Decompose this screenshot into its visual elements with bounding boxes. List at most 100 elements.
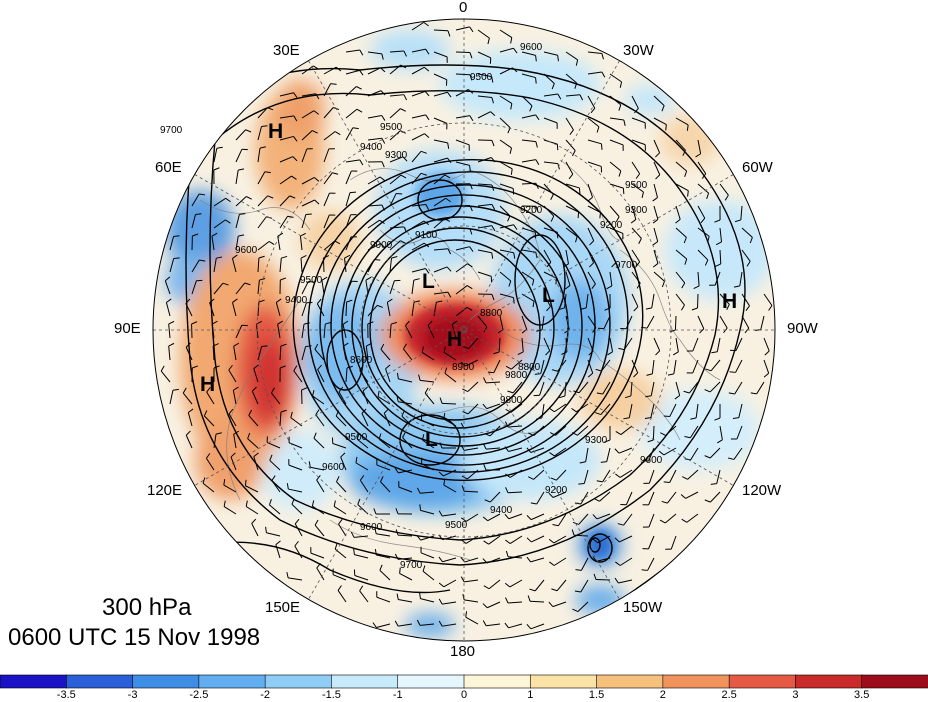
wind-barb [631, 139, 646, 146]
wind-barb [565, 51, 578, 61]
wind-barb [648, 469, 655, 484]
wind-barb-flag [592, 538, 599, 544]
wind-barb [565, 205, 579, 213]
wind-barb-flag [604, 307, 611, 311]
wind-barb-flag [615, 216, 620, 223]
wind-barb [379, 569, 391, 581]
wind-barb [367, 259, 375, 273]
wind-barb-flag [381, 138, 386, 144]
wind-barb [741, 227, 753, 238]
wind-barb-flag [460, 444, 465, 451]
wind-barb-flag [546, 261, 552, 268]
wind-barb-flag [549, 432, 556, 436]
wind-barb [314, 349, 325, 361]
wind-barb [266, 441, 281, 449]
wind-barb [477, 271, 492, 277]
wind-barb [257, 241, 270, 251]
wind-barb-flag [387, 298, 393, 303]
wind-barb-flag [674, 395, 680, 400]
wind-barb [631, 95, 639, 109]
wind-barb [168, 324, 171, 339]
wind-barb-flag [633, 372, 639, 378]
wind-barb-flag [557, 93, 562, 100]
wind-barb-flag [684, 258, 688, 265]
wind-barb-flag [600, 143, 603, 150]
wind-barb [552, 601, 567, 608]
wind-barb [235, 170, 239, 185]
wind-barb-flag [672, 351, 679, 356]
wind-barb [653, 161, 661, 175]
colorbar-swatch [331, 674, 399, 689]
wind-barb-flag [504, 513, 510, 520]
wind-barb-flag [593, 498, 600, 502]
wind-barb-flag [374, 259, 381, 261]
wind-barb-flag [332, 172, 339, 175]
wind-barb-flag [535, 183, 539, 189]
wind-barb [235, 236, 239, 251]
wind-barb-flag [596, 480, 603, 483]
wind-barb-flag [447, 157, 452, 164]
wind-barb-flag [595, 412, 601, 416]
wind-barb [689, 425, 699, 438]
wind-barb [464, 557, 479, 563]
wind-barb-flag [215, 432, 222, 435]
colorbar-swatch [795, 674, 863, 689]
wind-barb [606, 447, 611, 462]
wind-barb-flag [532, 301, 535, 308]
wind-barb [433, 157, 448, 163]
wind-barb [499, 29, 513, 38]
colorbar-swatch [662, 674, 730, 689]
wind-barb [168, 346, 171, 361]
wind-barb [420, 535, 435, 541]
wind-barb [232, 302, 237, 317]
wind-barb-flag [690, 417, 697, 420]
wind-barb [709, 381, 721, 393]
wind-barb [646, 315, 655, 329]
wind-barb-flag [381, 161, 385, 168]
contour-label: 9800 [505, 370, 528, 381]
colorbar-tick-label: -2.5 [189, 689, 209, 701]
wind-barb [554, 403, 567, 413]
wind-barb-flag [513, 47, 518, 54]
wind-barb-flag [680, 304, 685, 311]
colorbar-tick-label: -3.5 [56, 689, 76, 701]
wind-barb [403, 348, 413, 361]
wind-barb-flag [356, 108, 363, 113]
wind-barb [398, 599, 413, 603]
wind-barb [675, 183, 689, 192]
wind-barb [719, 315, 728, 329]
wind-barb-flag [233, 386, 239, 391]
wind-barb-flag [247, 432, 251, 439]
wind-barb [380, 349, 391, 361]
wind-barb-flag [490, 111, 496, 117]
wind-barb-flag [206, 386, 211, 393]
wind-barb [191, 259, 200, 273]
contour-label: 9400 [360, 142, 383, 153]
wind-barb [486, 447, 501, 450]
wind-barb-flag [421, 434, 425, 441]
wind-barb-flag [482, 443, 487, 450]
wind-barb [323, 107, 334, 119]
wind-barb [602, 469, 611, 483]
wind-barb-flag [308, 281, 315, 283]
wind-barb [688, 381, 699, 394]
wind-barb-flag [704, 259, 709, 266]
wind-barb-flag [424, 133, 430, 139]
wind-barb-flag [270, 387, 275, 394]
contour-label: 9700 [160, 125, 183, 136]
wind-barb [206, 391, 215, 405]
wind-barb [531, 535, 545, 543]
wind-barb [619, 535, 633, 543]
wind-barb-flag [355, 456, 358, 463]
wind-barb-flag [636, 283, 641, 289]
wind-barb [359, 479, 369, 493]
wind-barb [433, 51, 448, 58]
wind-barb-flag [614, 537, 620, 543]
wind-barb [411, 220, 425, 229]
wind-barb [738, 403, 743, 418]
wind-barb [323, 214, 330, 229]
wind-barbs [160, 21, 773, 630]
wind-barb-flag [293, 115, 298, 122]
wind-barb-flag [550, 215, 555, 222]
wind-barb [585, 447, 589, 462]
